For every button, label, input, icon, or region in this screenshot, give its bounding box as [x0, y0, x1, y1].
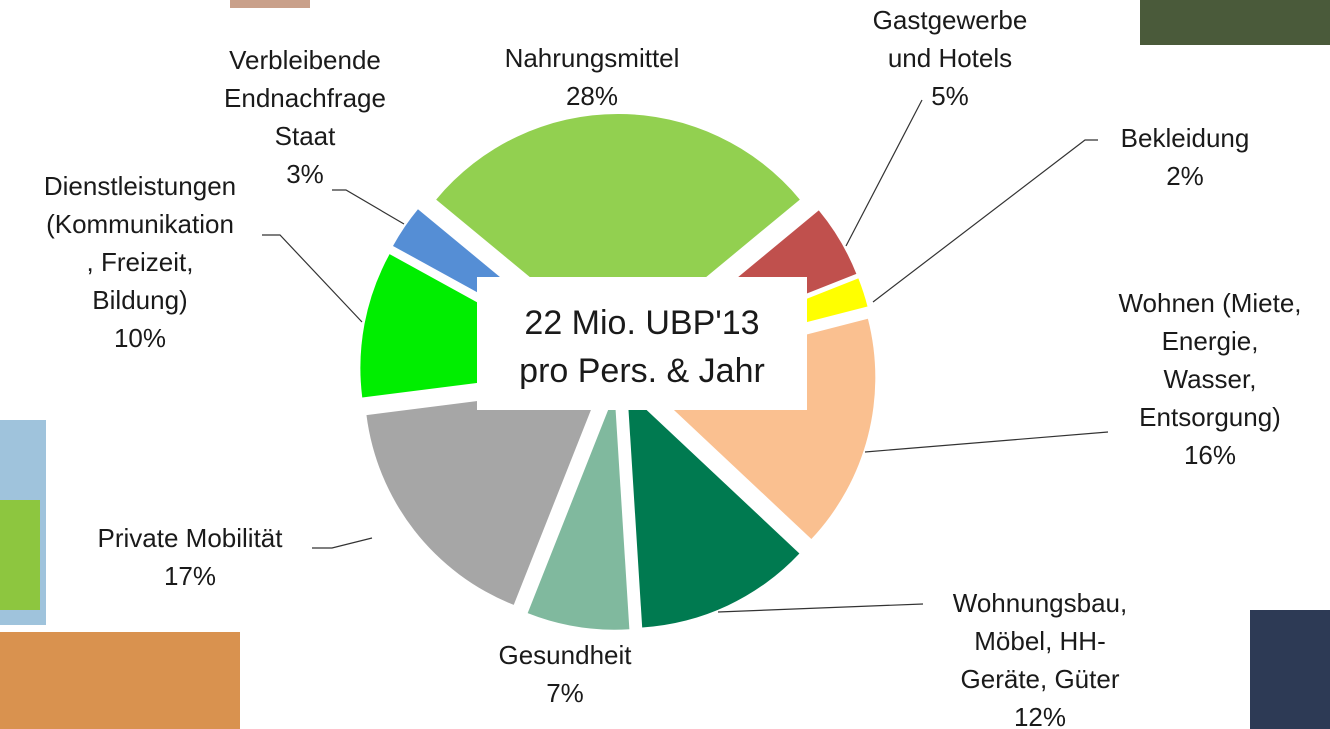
- leader-line: [864, 431, 1109, 453]
- value-label: 7%: [546, 678, 584, 708]
- leader-line: [332, 189, 405, 225]
- slice-label: Verbleibende Endnachfrage Staat: [224, 45, 386, 151]
- slice-label: Gesundheit: [499, 640, 633, 670]
- leader-line: [312, 537, 373, 549]
- slice-label: Wohnen (Miete, Energie, Wasser, Entsorgung): [1118, 288, 1301, 432]
- leader-line: [717, 603, 924, 613]
- slice: [436, 113, 800, 350]
- photo: [1250, 610, 1330, 729]
- center-box: 22 Mio. UBP'13 pro Pers. & Jahr: [477, 277, 807, 410]
- slice-label: Dienstleistungen (Kommunikation, Freizeit…: [44, 171, 236, 315]
- value-label: 17%: [164, 561, 216, 591]
- photo: [1140, 0, 1330, 45]
- leader-line: [262, 234, 363, 323]
- slice-label: Bekleidung: [1121, 123, 1250, 153]
- annotation: 22 Mio. UBP'13 pro Pers. & Jahr: [519, 304, 765, 390]
- center-box-bg: [477, 277, 807, 410]
- slice: [627, 391, 800, 628]
- value-label: 16%: [1184, 440, 1236, 470]
- value-label: 12%: [1014, 702, 1066, 729]
- photo: [0, 500, 40, 610]
- leader-line: [845, 99, 923, 247]
- photo: [0, 632, 240, 729]
- value-label: 28%: [566, 81, 618, 111]
- slice: [366, 385, 601, 605]
- leader-line: [872, 139, 1098, 303]
- slice-label: Nahrungsmittel: [505, 43, 680, 73]
- slice-label: Wohnungsbau, Möbel, HH-Geräte, Güter: [953, 588, 1127, 694]
- slice: [527, 393, 630, 630]
- slice-label: Gastgewerbe und Hotels: [873, 5, 1028, 73]
- value-label: 5%: [931, 81, 969, 111]
- value-label: 10%: [114, 323, 166, 353]
- value-label: 2%: [1166, 161, 1204, 191]
- photo: [230, 0, 310, 8]
- slice-label: Private Mobilität: [98, 523, 284, 553]
- value-label: 3%: [286, 159, 324, 189]
